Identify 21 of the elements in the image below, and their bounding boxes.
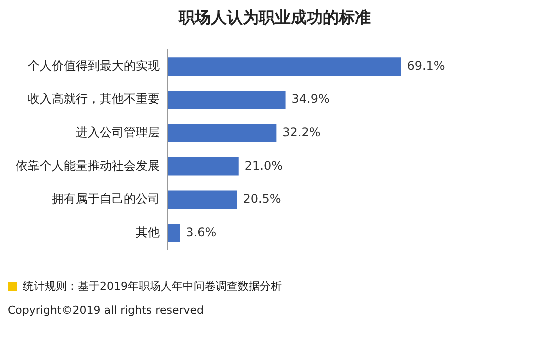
chart-title: 职场人认为职业成功的标准 <box>178 8 372 29</box>
text: Copyright©2019 all rights reserved <box>8 304 205 317</box>
data-label: 32.2% <box>282 125 321 140</box>
data-label: 3.6% <box>186 225 217 240</box>
y-tick-label: 进入公司管理层 <box>76 125 160 140</box>
bar <box>168 124 277 143</box>
y-tick-label: 其他 <box>136 225 160 240</box>
y-tick-label: 收入高就行，其他不重要 <box>28 92 160 106</box>
data-label: 69.1% <box>407 58 446 73</box>
bar <box>168 190 238 210</box>
data-label: 34.9% <box>292 92 330 106</box>
bar <box>168 90 286 110</box>
bar <box>168 58 402 76</box>
y-tick-label: 个人价值得到最大的实现 <box>28 58 160 73</box>
y-tick-label: 依靠个人能量推动社会发展 <box>16 158 160 173</box>
data-label: 20.5% <box>243 192 282 206</box>
y-tick-label: 拥有属于自己的公司 <box>52 192 160 206</box>
data-label: 21.0% <box>244 158 283 173</box>
bar <box>168 157 239 176</box>
bar <box>168 224 180 242</box>
text: 统计规则：基于2019年职场人年中问卷调查数据分析 <box>23 279 282 294</box>
